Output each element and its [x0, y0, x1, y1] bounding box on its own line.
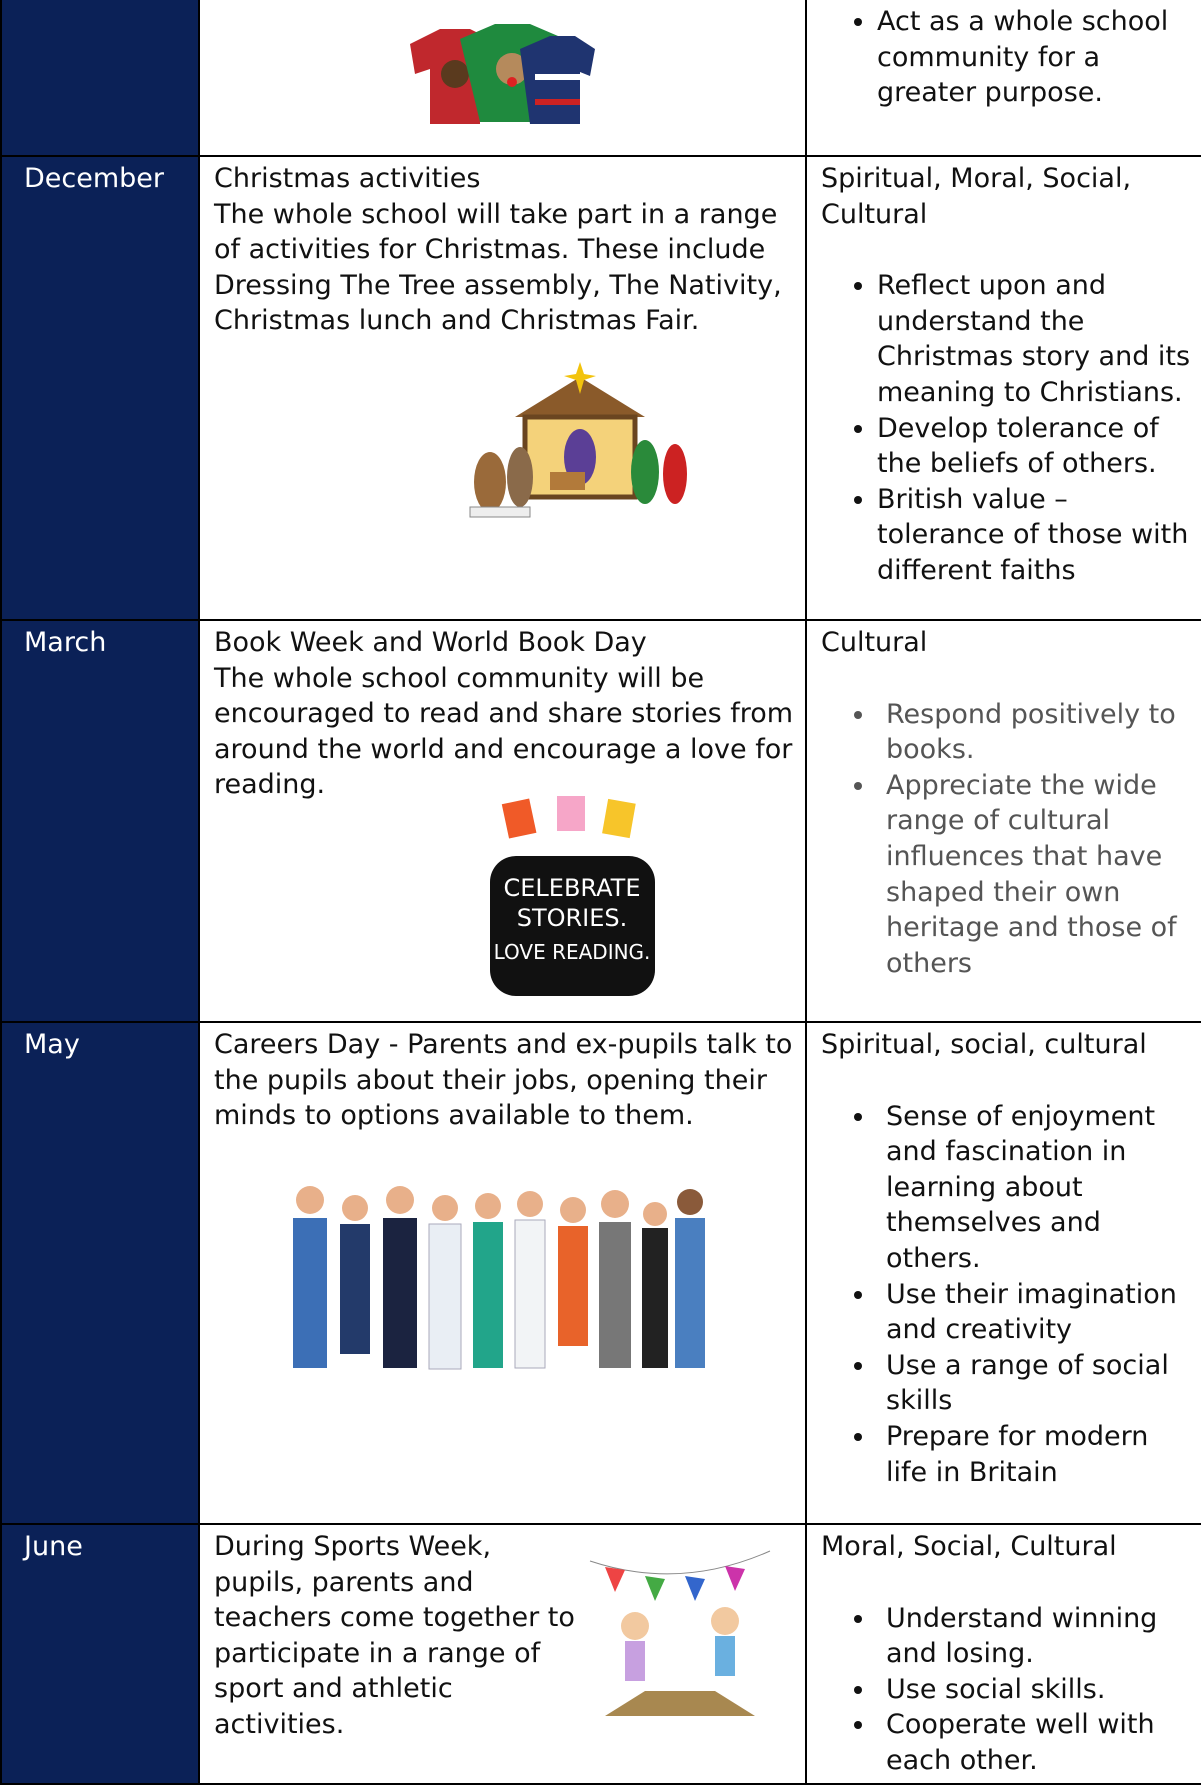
bullet: Cooperate well with each other.	[877, 1707, 1191, 1778]
bullet: Use social skills.	[877, 1672, 1191, 1708]
activity-title: Christmas activities	[214, 163, 481, 194]
month: December	[24, 163, 165, 194]
bullet: Appreciate the wide range of cultural in…	[877, 768, 1191, 982]
image-text: LOVE READING.	[494, 940, 651, 964]
activity-title: Book Week and World Book Day	[214, 627, 647, 658]
jumpers-image	[410, 24, 595, 124]
bullet-list: Act as a whole school community for a gr…	[821, 4, 1191, 111]
bullet-list: Respond positively to books.Appreciate t…	[821, 697, 1191, 982]
values-cell: Moral, Social, Cultural Understand winnin…	[805, 1523, 1201, 1785]
activity-cell: Christmas activities The whole school wi…	[198, 155, 807, 621]
month-cell: March	[0, 619, 200, 1023]
month: March	[24, 627, 107, 658]
activity-text: The whole school community will be encou…	[214, 662, 794, 801]
bullet: Understand winning and losing.	[877, 1601, 1191, 1672]
sports-image	[589, 1550, 771, 1716]
bullet: Reflect upon and understand the Christma…	[877, 268, 1191, 410]
bullet: Respond positively to books.	[877, 697, 1191, 768]
row: June During Sports Week, pupils, parents…	[0, 1523, 1201, 1785]
values-cell: Spiritual, Moral, Social, Cultural Reflec…	[805, 155, 1201, 621]
month: May	[24, 1029, 80, 1060]
activity-cell: During Sports Week, pupils, parents and …	[198, 1523, 807, 1785]
bullet: Use a range of social skills	[877, 1348, 1191, 1419]
activity-cell: Careers Day - Parents and ex-pupils talk…	[198, 1021, 807, 1525]
month-cell: December	[0, 155, 200, 621]
row: December Christmas activities The whole …	[0, 155, 1201, 621]
bullet: Use their imagination and creativity	[877, 1277, 1191, 1348]
values-heading: Spiritual, social, cultural	[821, 1029, 1147, 1060]
values-cell: Spiritual, social, cultural Sense of enjo…	[805, 1021, 1201, 1525]
row: Act as a whole school community for a gr…	[0, 0, 1201, 157]
bullet-list: Understand winning and losing.Use social…	[821, 1601, 1191, 1779]
month-cell: June	[0, 1523, 200, 1785]
activity-cell: Book Week and World Book Day The whole s…	[198, 619, 807, 1023]
image-text: CELEBRATE	[503, 874, 640, 902]
row: March Book Week and World Book Day The w…	[0, 619, 1201, 1023]
month: June	[24, 1531, 83, 1562]
activity-text: The whole school will take part in a ran…	[214, 198, 782, 337]
careers-image	[293, 1186, 705, 1370]
bullet: Prepare for modern life in Britain	[877, 1419, 1191, 1490]
bullet: Sense of enjoyment and fascination in le…	[877, 1099, 1191, 1277]
values-cell: Cultural Respond positively to books.Appr…	[805, 619, 1201, 1023]
activity-cell	[198, 0, 807, 157]
row: May Careers Day - Parents and ex-pupils …	[0, 1021, 1201, 1525]
bullet: Develop tolerance of the beliefs of othe…	[877, 411, 1191, 482]
values-cell: Act as a whole school community for a gr…	[805, 0, 1201, 157]
values-heading: Moral, Social, Cultural	[821, 1531, 1117, 1562]
bullet: British value – tolerance of those with …	[877, 482, 1191, 589]
bullet-list: Reflect upon and understand the Christma…	[821, 268, 1191, 588]
bullet-list: Sense of enjoyment and fascination in le…	[821, 1099, 1191, 1491]
values-heading: Cultural	[821, 627, 928, 658]
nativity-image	[469, 362, 687, 518]
image-text: STORIES.	[517, 904, 628, 932]
book-day-image: CELEBRATE STORIES. LOVE READING.	[490, 796, 655, 996]
month-cell: May	[0, 1021, 200, 1525]
activity-text: Careers Day - Parents and ex-pupils talk…	[214, 1029, 793, 1132]
month-cell	[0, 0, 200, 157]
activity-text: During Sports Week, pupils, parents and …	[214, 1531, 575, 1740]
values-heading: Spiritual, Moral, Social, Cultural	[821, 163, 1132, 230]
bullet: Act as a whole school community for a gr…	[877, 4, 1191, 111]
